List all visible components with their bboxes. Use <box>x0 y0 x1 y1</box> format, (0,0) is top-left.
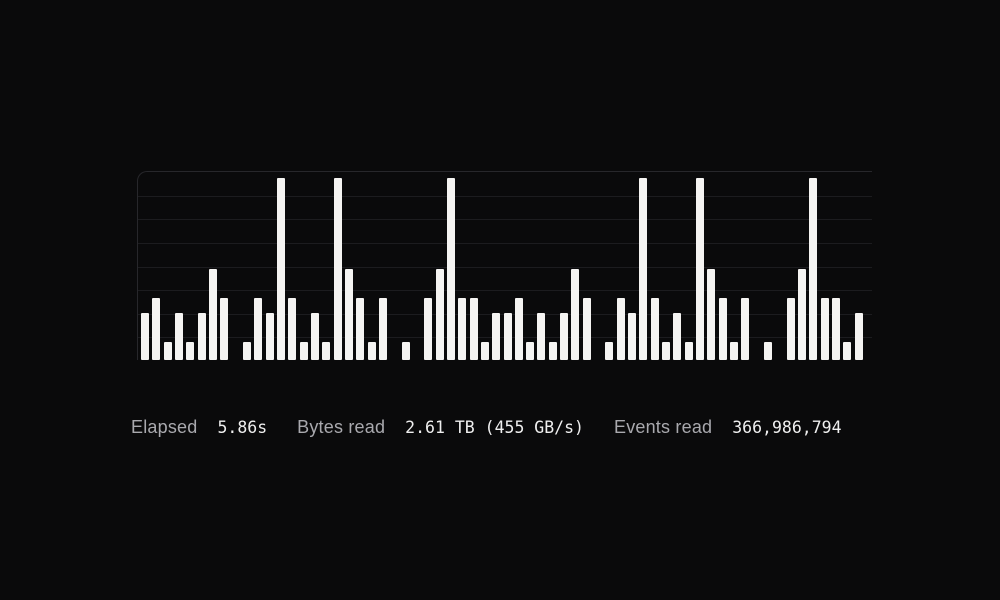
chart-bar <box>265 312 274 360</box>
gridline <box>138 290 872 292</box>
chart-bar <box>310 312 319 360</box>
chart-bar <box>254 298 263 360</box>
chart-bar <box>333 178 342 360</box>
chart-bar <box>208 269 217 360</box>
chart-bar <box>854 312 863 360</box>
chart-bar <box>186 341 195 360</box>
chart-bar <box>276 178 285 360</box>
chart-bar <box>356 298 365 360</box>
chart-bar <box>741 298 750 360</box>
events-read-label: Events read <box>613 417 713 437</box>
chart-bar <box>548 341 557 360</box>
chart-bar <box>458 298 467 360</box>
gridline <box>138 219 872 221</box>
chart-bar <box>242 341 251 360</box>
query-stats-row: Elapsed 5.86s Bytes read 2.61 TB (455 GB… <box>131 416 842 439</box>
stat-elapsed: Elapsed 5.86s <box>131 416 267 439</box>
chart-bar <box>526 341 535 360</box>
chart-bar <box>141 312 149 360</box>
chart-bar <box>582 298 591 360</box>
chart-bar <box>764 341 773 360</box>
chart-bar <box>650 298 659 360</box>
chart-bar <box>480 341 489 360</box>
chart-bar <box>798 269 807 360</box>
chart-bar <box>730 341 739 360</box>
chart-bar <box>571 269 580 360</box>
chart-bar <box>707 269 716 360</box>
chart-bar <box>446 178 455 360</box>
chart-bar <box>220 298 229 360</box>
chart-bar <box>367 341 376 360</box>
chart-bar <box>684 341 693 360</box>
chart-bar <box>809 178 818 360</box>
chart-bar <box>820 298 829 360</box>
gridline <box>138 266 872 268</box>
chart-bar <box>152 298 161 360</box>
chart-bar <box>503 312 512 360</box>
chart-bar <box>639 178 648 360</box>
chart-bar <box>605 341 614 360</box>
chart-bar <box>560 312 569 360</box>
stat-events-read: Events read 366,986,794 <box>614 416 842 439</box>
throughput-bar-chart <box>137 171 872 360</box>
chart-bar <box>718 298 727 360</box>
elapsed-label: Elapsed <box>131 417 198 437</box>
chart-bar <box>843 341 852 360</box>
chart-bar <box>299 341 308 360</box>
chart-bar <box>628 312 637 360</box>
chart-bar <box>673 312 682 360</box>
chart-bar <box>832 298 841 360</box>
chart-bar <box>163 341 172 360</box>
bars <box>138 172 872 360</box>
gridline <box>138 195 872 197</box>
chart-bar <box>696 178 705 360</box>
chart-bar <box>344 269 353 360</box>
chart-bar <box>537 312 546 360</box>
chart-bar <box>469 298 478 360</box>
chart-bar <box>514 298 523 360</box>
elapsed-value: 5.86s <box>217 418 268 437</box>
chart-bar <box>492 312 501 360</box>
chart-bar <box>197 312 206 360</box>
chart-bar <box>424 298 433 360</box>
chart-bar <box>322 341 331 360</box>
chart-bar <box>174 312 183 360</box>
stat-bytes-read: Bytes read 2.61 TB (455 GB/s) <box>297 416 584 439</box>
bytes-read-value: 2.61 TB (455 GB/s) <box>405 418 584 437</box>
chart-bar <box>401 341 410 360</box>
chart-bar <box>616 298 625 360</box>
chart-bar <box>435 269 444 360</box>
bytes-read-label: Bytes read <box>297 417 386 437</box>
chart-bar <box>378 298 387 360</box>
chart-bar <box>662 341 671 360</box>
events-read-value: 366,986,794 <box>732 418 842 437</box>
chart-bar <box>786 298 795 360</box>
chart-bar <box>288 298 297 360</box>
gridline <box>138 242 872 244</box>
